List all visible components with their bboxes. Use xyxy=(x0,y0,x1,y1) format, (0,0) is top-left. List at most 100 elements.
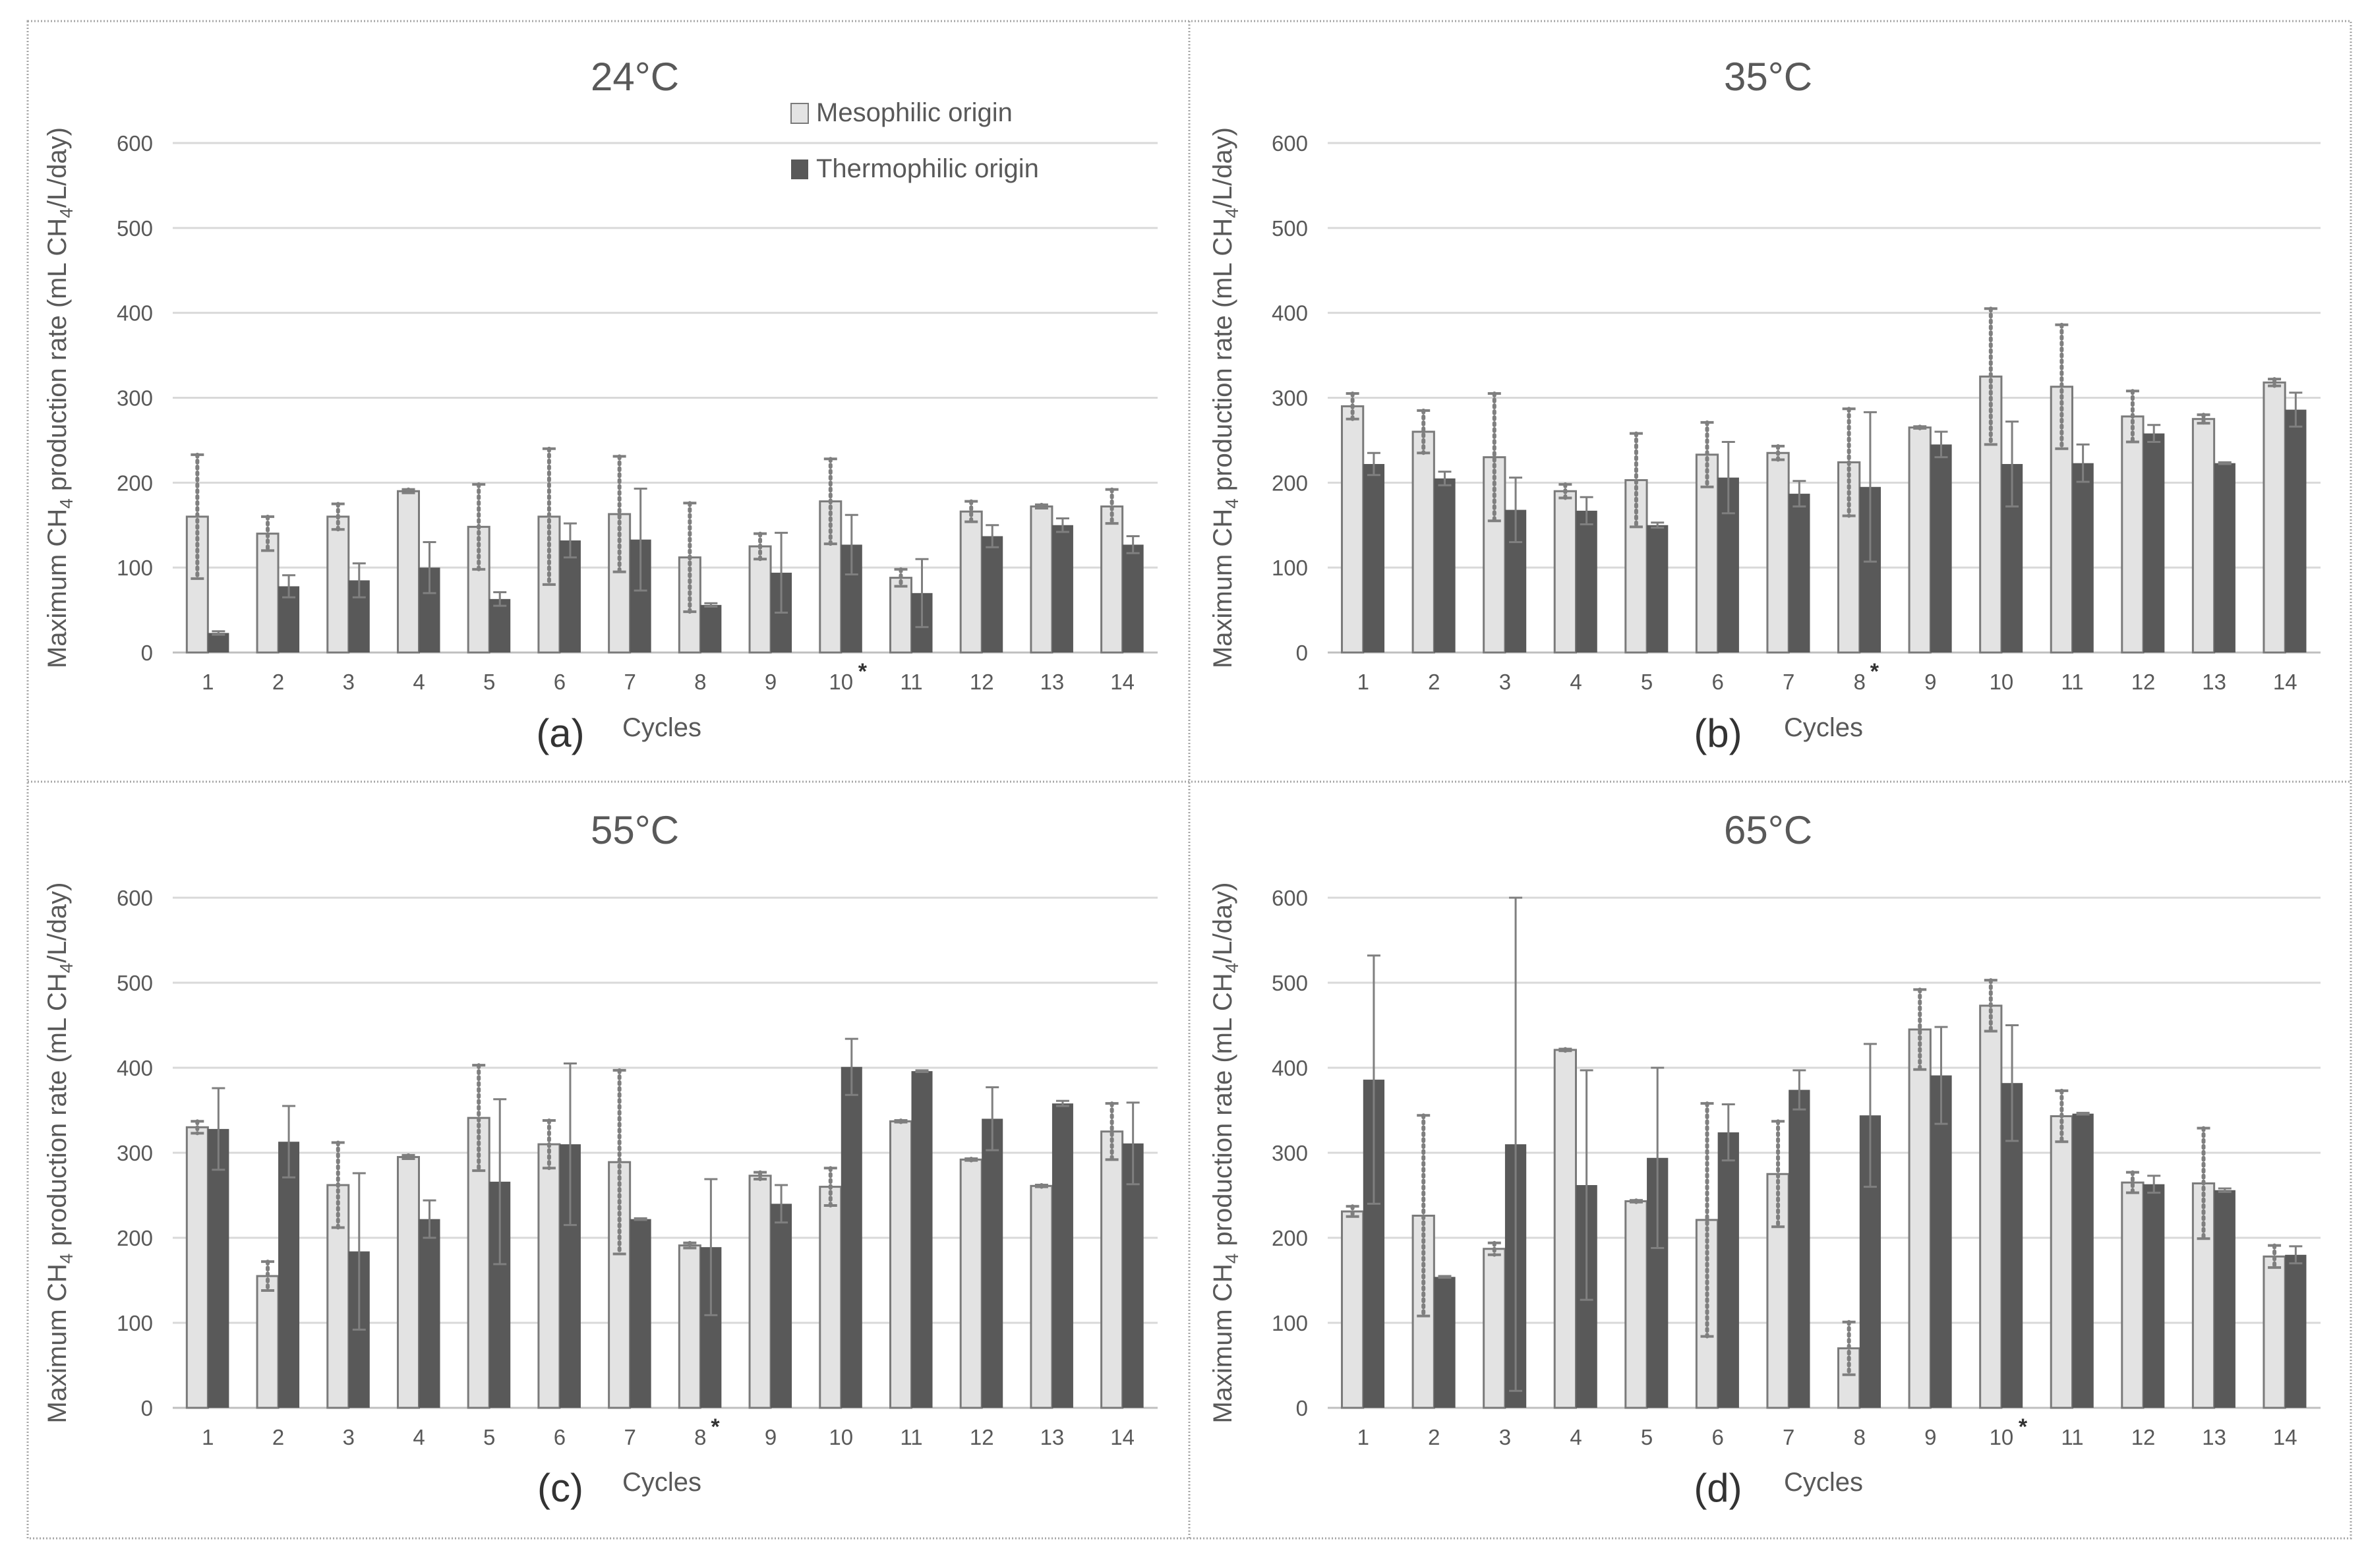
y-tick-label: 200 xyxy=(117,471,153,495)
bar-thermophilic xyxy=(278,1142,300,1408)
bar-thermophilic xyxy=(1051,1103,1073,1408)
y-axis-label: Maximum CH4 production rate (mL CH4/L/da… xyxy=(1208,127,1242,668)
chart-panel: 65°C 0 100 200 300 400 500 600 Maximum CH4 produ… xyxy=(1208,808,2321,1510)
x-tick-label: 7 xyxy=(624,670,636,694)
x-axis-label: Cycles xyxy=(1784,713,1863,742)
legend-label-thermophilic: Thermophilic origin xyxy=(816,154,1039,183)
x-tick-label: 5 xyxy=(1641,1425,1653,1449)
x-tick-label: 6 xyxy=(554,1425,566,1449)
y-tick-label: 100 xyxy=(117,556,153,580)
y-tick-label: 300 xyxy=(117,1141,153,1165)
x-axis-label: Cycles xyxy=(622,713,701,742)
bar-mesophilic xyxy=(1030,1184,1053,1409)
bar-mesophilic xyxy=(678,1244,701,1409)
bar-thermophilic xyxy=(700,604,722,653)
asterisk-marker: * xyxy=(2019,1414,2028,1439)
x-tick-label: 10 xyxy=(1990,1425,2014,1449)
x-tick-label: 1 xyxy=(202,670,214,694)
chart-title: 35°C xyxy=(1724,55,1812,99)
x-tick-label: 8 xyxy=(694,1425,706,1449)
x-tick-label: 1 xyxy=(202,1425,214,1449)
y-tick-label: 0 xyxy=(1296,641,1308,665)
bar-mesophilic xyxy=(748,545,772,654)
y-tick-label: 500 xyxy=(1272,971,1308,995)
legend: Mesophilic origin Thermophilic origin xyxy=(790,98,1039,183)
asterisk-marker: * xyxy=(858,659,868,684)
x-tick-label: 9 xyxy=(765,1425,777,1449)
bar-mesophilic xyxy=(1341,405,1365,654)
bar-mesophilic xyxy=(2121,415,2145,654)
x-tick-label: 12 xyxy=(970,1425,994,1449)
bar-thermophilic xyxy=(982,1118,1003,1408)
bar-thermophilic xyxy=(1717,1132,1739,1408)
y-tick-label: 300 xyxy=(117,386,153,411)
panel-label: (a) xyxy=(536,711,584,755)
y-tick-label: 100 xyxy=(117,1311,153,1335)
x-tick-label: 6 xyxy=(554,670,566,694)
bar-thermophilic xyxy=(2214,1190,2235,1408)
x-tick-label: 11 xyxy=(2061,1425,2083,1449)
x-tick-label: 2 xyxy=(1428,1425,1440,1449)
bar-thermophilic xyxy=(1434,1277,1456,1408)
bar-thermophilic xyxy=(1789,1089,1810,1408)
bar-mesophilic xyxy=(396,1155,421,1409)
x-tick-label: 7 xyxy=(624,1425,636,1449)
bar-thermophilic xyxy=(208,633,229,653)
y-tick-label: 600 xyxy=(1272,886,1308,910)
bar-mesophilic xyxy=(2191,418,2216,654)
x-tick-label: 5 xyxy=(483,670,495,694)
x-tick-label: 12 xyxy=(970,670,994,694)
bar-thermophilic xyxy=(1930,444,1952,653)
panel-label: (d) xyxy=(1694,1466,1742,1510)
x-tick-label: 13 xyxy=(1040,670,1065,694)
x-tick-label: 12 xyxy=(2131,1425,2156,1449)
x-axis-label: Cycles xyxy=(622,1468,701,1497)
x-tick-label: 5 xyxy=(483,1425,495,1449)
bar-mesophilic xyxy=(889,1120,913,1409)
y-tick-label: 100 xyxy=(1272,1311,1308,1335)
legend-swatch-thermophilic xyxy=(791,160,808,179)
bar-mesophilic xyxy=(959,1158,983,1409)
x-tick-label: 10 xyxy=(829,1425,853,1449)
bar-mesophilic xyxy=(396,490,421,654)
x-tick-label: 4 xyxy=(1570,670,1582,694)
panels: 24°C 0 100 200 300 400 500 600 Maximum CH4 produ… xyxy=(43,55,2321,1510)
x-tick-label: 11 xyxy=(900,1425,922,1449)
x-tick-label: 10 xyxy=(1990,670,2014,694)
bar-thermophilic xyxy=(208,1128,229,1408)
y-tick-label: 600 xyxy=(1272,131,1308,156)
x-tick-label: 4 xyxy=(413,1425,425,1449)
bar-thermophilic xyxy=(1930,1075,1952,1408)
x-tick-label: 13 xyxy=(2202,670,2226,694)
bar-mesophilic xyxy=(1411,430,1435,654)
bar-mesophilic xyxy=(1624,1200,1648,1409)
x-tick-label: 13 xyxy=(1040,1425,1065,1449)
bar-thermophilic xyxy=(630,1219,651,1408)
x-tick-label: 7 xyxy=(1783,670,1794,694)
x-tick-label: 13 xyxy=(2202,1425,2226,1449)
x-tick-label: 8 xyxy=(1854,670,1866,694)
x-tick-label: 14 xyxy=(1110,1425,1135,1449)
bar-mesophilic xyxy=(1100,505,1124,654)
chart-title: 55°C xyxy=(591,808,679,852)
bar-mesophilic xyxy=(959,510,983,654)
x-tick-label: 2 xyxy=(272,1425,284,1449)
asterisk-marker: * xyxy=(1870,659,1880,684)
bar-mesophilic xyxy=(1100,1130,1124,1409)
chart-title: 24°C xyxy=(591,55,679,99)
legend-label-mesophilic: Mesophilic origin xyxy=(816,98,1013,127)
bar-thermophilic xyxy=(1122,1143,1144,1408)
bar-mesophilic xyxy=(1766,451,1790,654)
y-tick-label: 200 xyxy=(1272,471,1308,495)
bar-thermophilic xyxy=(841,1066,862,1408)
x-tick-label: 3 xyxy=(343,1425,355,1449)
y-tick-label: 600 xyxy=(117,886,153,910)
x-tick-label: 3 xyxy=(1499,670,1511,694)
bar-mesophilic xyxy=(1979,1004,2003,1409)
x-tick-label: 2 xyxy=(272,670,284,694)
bar-mesophilic xyxy=(326,515,350,654)
bar-thermophilic xyxy=(1434,478,1456,653)
bar-mesophilic xyxy=(1553,490,1577,654)
y-tick-label: 400 xyxy=(1272,1056,1308,1080)
